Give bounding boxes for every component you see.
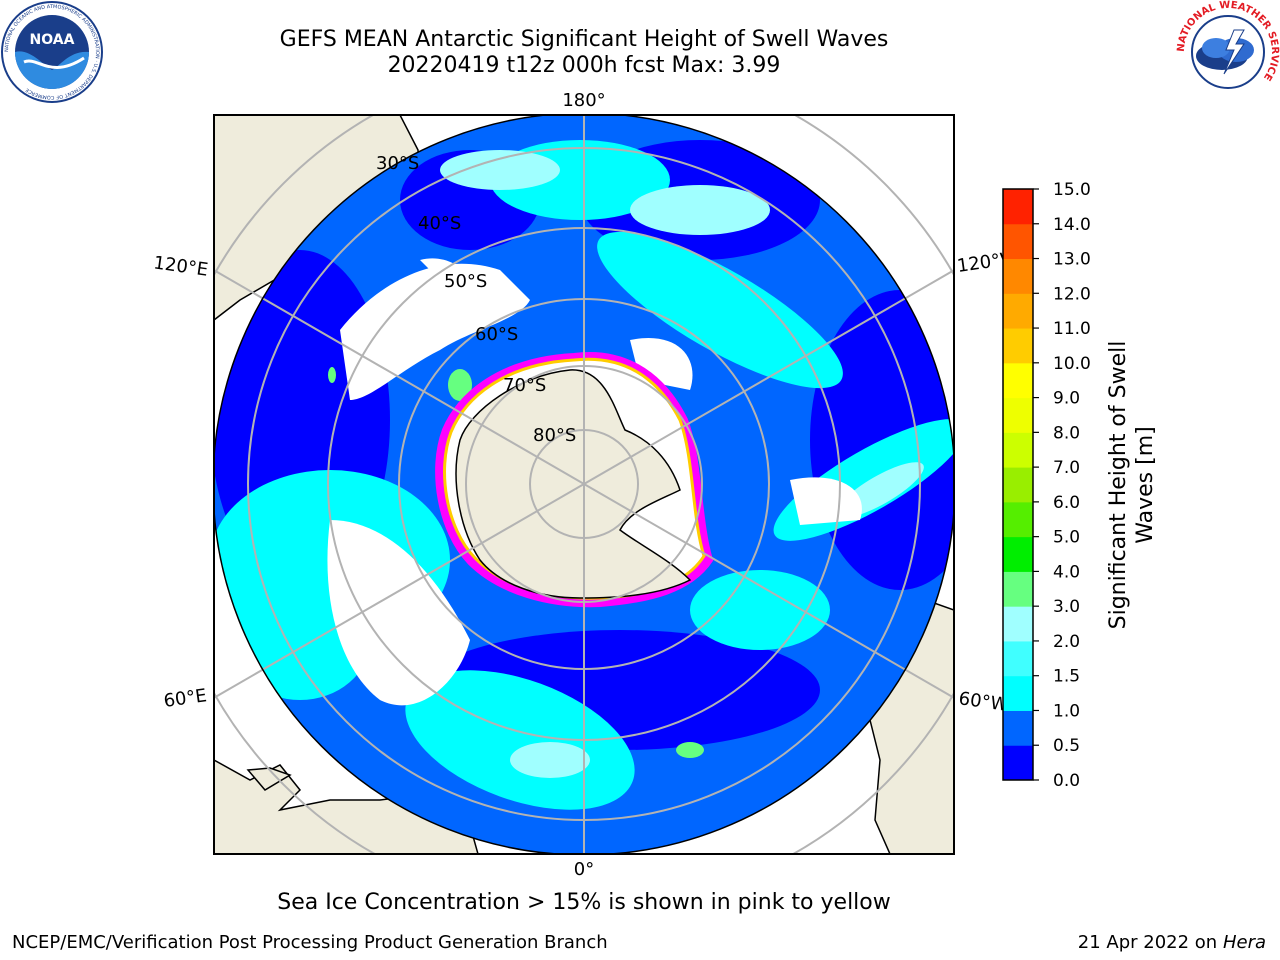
colorbar-tick-label: 8.0 xyxy=(1053,423,1080,443)
colorbar-frame xyxy=(1002,188,1034,781)
colorbar-tick-label: 14.0 xyxy=(1053,215,1091,235)
madagascar-land xyxy=(246,767,292,791)
colorbar-segment xyxy=(1003,536,1033,572)
colorbar-label-line2: Waves [m] xyxy=(1133,426,1158,543)
colorbar-segment xyxy=(1003,189,1033,225)
lon-label-right-lower: 60°W xyxy=(957,688,1009,716)
colorbar-tick-label: 1.0 xyxy=(1053,701,1080,721)
colorbar-label-line1: Significant Height of Swell xyxy=(1106,341,1131,630)
lat-label-50s: 50°S xyxy=(444,271,487,292)
colorbar-tick-label: 12.0 xyxy=(1053,284,1091,304)
noaa-logo-text: NOAA xyxy=(30,32,75,48)
lon-label-left-upper: 120°E xyxy=(152,252,209,280)
colorbar-tick-label: 4.0 xyxy=(1053,562,1080,582)
colorbar: 15.0 14.0 13.0 12.0 11.0 10.0 9.0 8.0 7.0 6.0 5.0 4… xyxy=(1002,180,1091,791)
footer-date: 21 Apr 2022 on Hera xyxy=(1078,932,1266,953)
colorbar-tick-label: 10.0 xyxy=(1053,354,1091,374)
lat-label-30s: 30°S xyxy=(376,153,419,174)
antarctica xyxy=(435,352,714,608)
lon-label-left-lower: 60°E xyxy=(162,685,208,712)
lat-label-40s: 40°S xyxy=(418,213,461,234)
colorbar-segment xyxy=(1003,293,1033,329)
chart-subtitle: 20220419 t12z 000h fcst Max: 3.99 xyxy=(387,53,781,78)
colorbar-tick-label: 2.0 xyxy=(1053,632,1080,652)
nws-logo: NATIONAL WEATHER SERVICE xyxy=(1176,0,1280,102)
colorbar-segment xyxy=(1003,745,1033,781)
colorbar-segment xyxy=(1003,675,1033,711)
colorbar-segment xyxy=(1003,606,1033,642)
colorbar-tick-label: 5.0 xyxy=(1053,528,1080,548)
colorbar-segment xyxy=(1003,710,1033,746)
footer-host: Hera xyxy=(1222,932,1266,953)
sea-ice-caption: Sea Ice Concentration > 15% is shown in … xyxy=(277,890,891,915)
map-frame xyxy=(213,114,955,855)
footer-date-text: 21 Apr 2022 on xyxy=(1077,932,1223,953)
colorbar-segment xyxy=(1003,397,1033,433)
colorbar-tick-label: 3.0 xyxy=(1053,597,1080,617)
colorbar-segment xyxy=(1003,571,1033,607)
africa-land xyxy=(214,759,479,854)
colorbar-segment xyxy=(1003,223,1033,260)
colorbar-segment xyxy=(1003,640,1033,677)
colorbar-tick-label: 9.0 xyxy=(1053,389,1080,409)
colorbar-segment xyxy=(1003,362,1033,399)
colorbar-segment xyxy=(1003,467,1033,503)
colorbar-tick-label: 6.0 xyxy=(1053,493,1080,513)
lat-label-70s: 70°S xyxy=(503,375,546,396)
noaa-logo: NOAA NATIONAL OCEANIC AND ATMOSPHERIC AD… xyxy=(1,1,103,103)
colorbar-tick-label: 15.0 xyxy=(1053,180,1091,200)
colorbar-tick-label: 11.0 xyxy=(1053,319,1091,339)
colorbar-segment xyxy=(1003,432,1033,468)
colorbar-segment xyxy=(1003,258,1033,294)
footer-credit: NCEP/EMC/Verification Post Processing Pr… xyxy=(12,932,608,953)
lat-label-80s: 80°S xyxy=(533,425,576,446)
colorbar-tick-label: 0.0 xyxy=(1053,771,1080,791)
colorbar-segment xyxy=(1003,501,1033,538)
colorbar-tick-label: 13.0 xyxy=(1053,250,1091,270)
colorbar-segment xyxy=(1003,328,1033,364)
colorbar-tick-label: 7.0 xyxy=(1053,458,1080,478)
lon-label-top: 180° xyxy=(562,90,605,111)
lon-label-bottom: 0° xyxy=(574,859,594,880)
chart-title: GEFS MEAN Antarctic Significant Height o… xyxy=(279,27,889,52)
lat-label-60s: 60°S xyxy=(475,324,518,345)
colorbar-tick-label: 1.5 xyxy=(1053,667,1080,687)
colorbar-tick-label: 0.5 xyxy=(1053,736,1080,756)
